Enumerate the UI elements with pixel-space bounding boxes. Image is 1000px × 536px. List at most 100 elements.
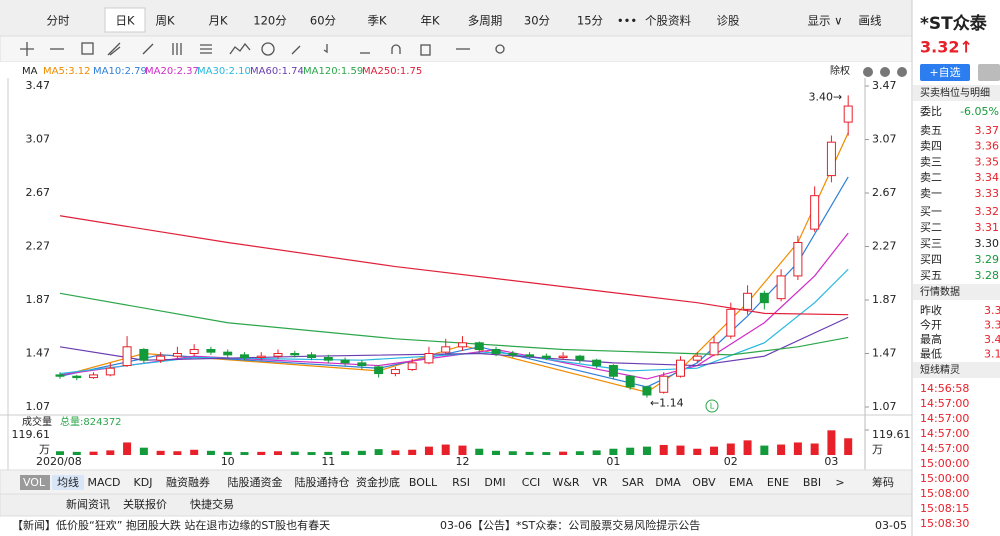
volume-bar [341,451,350,455]
section-header [913,284,1000,300]
indicator-tab[interactable]: DMI [484,476,505,489]
x-tick-label: 12 [455,455,469,468]
candle-body [810,195,820,230]
stock-price: 3.32↑ [920,38,973,57]
ask-price: 3.36 [975,140,1000,153]
news-tab[interactable]: 快捷交易 [190,497,234,511]
indicator-tab[interactable]: MACD [88,476,121,489]
top-tab[interactable]: 60分 [310,14,337,28]
ask-label: 卖三 [920,155,942,168]
ratio-value: -6.05% [960,105,999,118]
candle-body [558,355,568,359]
top-tab[interactable]: 显示 ∨ [807,14,842,28]
indicator-tab[interactable]: W&R [552,476,579,489]
sprite-time: 14:57:00 [920,442,969,455]
adjust[interactable]: 除权 [830,64,850,77]
ratio-label: 委比 [920,105,942,118]
active-tab [104,7,146,33]
top-tab[interactable]: 周K [155,14,174,28]
volume-bar [307,452,316,455]
volume-unit-right: 万 [872,443,883,456]
y-tick-label: 3.47 [26,79,51,92]
candle-body [357,362,367,367]
indicator-tab[interactable]: EMA [729,476,753,489]
volume-bar [89,451,98,455]
candle-body [575,355,585,361]
ma-legend: MA120:1.59 [303,66,363,77]
volume-bar [844,438,853,455]
volume-bar [525,451,534,455]
x-tick-label: 02 [724,455,738,468]
chips-tab[interactable]: 筹码 [872,475,894,489]
indicator-tab[interactable]: 资金抄底 [356,475,400,489]
indicator-tab[interactable]: BBI [803,476,821,489]
volume-bar [324,451,333,455]
add-label[interactable]: +自选 [929,66,960,79]
indicator-tab[interactable]: VR [592,476,608,489]
indicator-tab[interactable]: RSI [452,476,470,489]
top-tab[interactable]: 30分 [524,14,551,28]
indicator-tab[interactable]: BOLL [409,476,438,489]
top-tab[interactable]: 年K [420,14,439,28]
section-header [913,85,1000,101]
top-tab[interactable]: 季K [367,14,386,28]
volume-bar [559,451,568,455]
top-tab[interactable]: 日K [115,14,134,28]
news-item[interactable]: 【新闻】低价股“狂欢” 抱团股大跌 站在退市边缘的ST股也有春天 [12,518,330,532]
bid-label: 买二 [920,221,942,234]
volume-bar [743,440,752,455]
indicator-tab[interactable]: CCI [522,476,541,489]
quote-value: 3.1 [984,348,1000,361]
ask-label: 卖五 [920,124,942,137]
volume-bar [274,451,283,455]
indicator-tab[interactable]: > [835,476,844,489]
ask-label: 卖二 [920,171,942,184]
volume-bar [156,450,165,455]
candle-body [491,348,501,354]
top-tab[interactable]: 多周期 [468,14,503,28]
indicator-tab[interactable]: SAR [622,476,645,489]
candle-body [256,355,266,359]
volume-bar [542,452,551,455]
ask-price: 3.35 [975,155,1000,168]
ma-legend: MA10:2.79 [93,66,147,77]
x-tick-label: 03 [824,455,838,468]
news-tab[interactable]: 关联报价 [123,497,167,511]
volume-bar [676,445,685,455]
annotation: 3.40→ [808,90,842,103]
ma-line [59,215,849,316]
indicator-tab[interactable]: 陆股通资金 [228,475,283,489]
indicator-tab[interactable]: OBV [692,476,716,489]
candle-body [223,351,233,356]
quote-label: 最低 [920,348,942,361]
news-item[interactable]: 【公告】*ST众泰：公司股票交易风险提示公告 [472,518,700,532]
bid-price: 3.32 [975,205,1000,218]
indicator-tab[interactable]: VOL [23,476,46,489]
top-tab[interactable]: 画线 [859,14,882,28]
volume-bar [492,450,501,455]
top-tab[interactable]: 个股资料 [645,14,691,28]
indicator-tab[interactable]: KDJ [134,476,153,489]
top-tab[interactable]: 诊股 [717,14,740,28]
sprite-time: 14:57:00 [920,427,969,440]
top-tab[interactable]: ••• [617,14,637,28]
volume-bar [760,445,769,455]
indicator-tab[interactable]: ENE [767,476,789,489]
top-tab[interactable]: 120分 [253,14,287,28]
button[interactable] [978,64,1000,81]
top-tab[interactable]: 月K [208,14,227,28]
top-tab[interactable]: 分时 [47,14,70,28]
candle-body [608,365,618,377]
candle-body [457,342,467,348]
add-button[interactable] [920,64,970,81]
top-tab[interactable]: 15分 [577,14,604,28]
volume-bar [726,443,735,455]
ma-legend: MA30:2.10 [197,66,251,77]
indicator-tab[interactable]: 陆股通持仓 [295,475,350,489]
indicator-tab[interactable]: 均线 [57,475,79,489]
y-tick-label-right: 1.07 [872,400,897,413]
volume-bar [357,450,366,455]
news-tab[interactable]: 新闻资讯 [66,497,110,511]
indicator-tab[interactable]: DMA [655,476,681,489]
indicator-tab[interactable]: 融资融券 [166,475,210,489]
